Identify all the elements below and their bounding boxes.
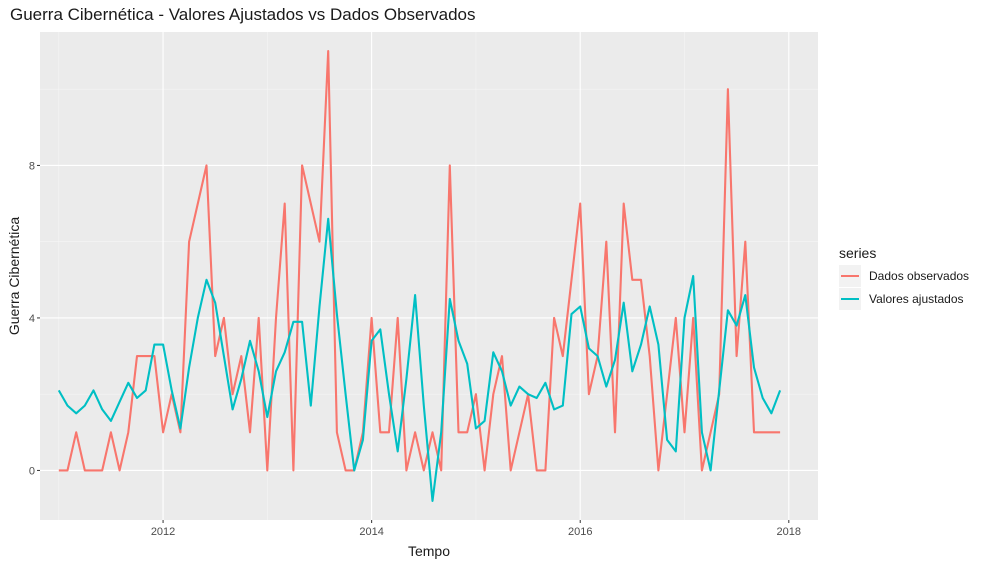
legend-label: Dados observados xyxy=(869,269,969,283)
y-axis-ticks: 0 4 8 xyxy=(29,160,40,477)
y-axis-title: Guerra Cibernética xyxy=(6,217,22,335)
series-lines xyxy=(57,50,782,502)
x-tick-label: 2014 xyxy=(359,526,383,538)
series-line-valores-ajustados xyxy=(57,217,782,502)
y-tick-label: 4 xyxy=(29,313,35,325)
x-axis-title: Tempo xyxy=(408,543,450,559)
x-tick-label: 2018 xyxy=(777,526,801,538)
legend-title: series xyxy=(839,245,876,261)
x-tick-label: 2012 xyxy=(151,526,175,538)
major-grid xyxy=(40,32,818,520)
plot-panel xyxy=(40,32,818,520)
legend: series Dados observados Valores ajustados xyxy=(839,245,969,310)
legend-label: Valores ajustados xyxy=(869,292,964,306)
y-tick-label: 0 xyxy=(29,465,35,477)
x-tick-label: 2016 xyxy=(568,526,592,538)
x-axis-ticks: 2012 2014 2016 2018 xyxy=(151,520,801,538)
minor-grid xyxy=(40,32,818,520)
chart-title: Guerra Cibernética - Valores Ajustados v… xyxy=(10,5,476,24)
y-tick-label: 8 xyxy=(29,160,35,172)
